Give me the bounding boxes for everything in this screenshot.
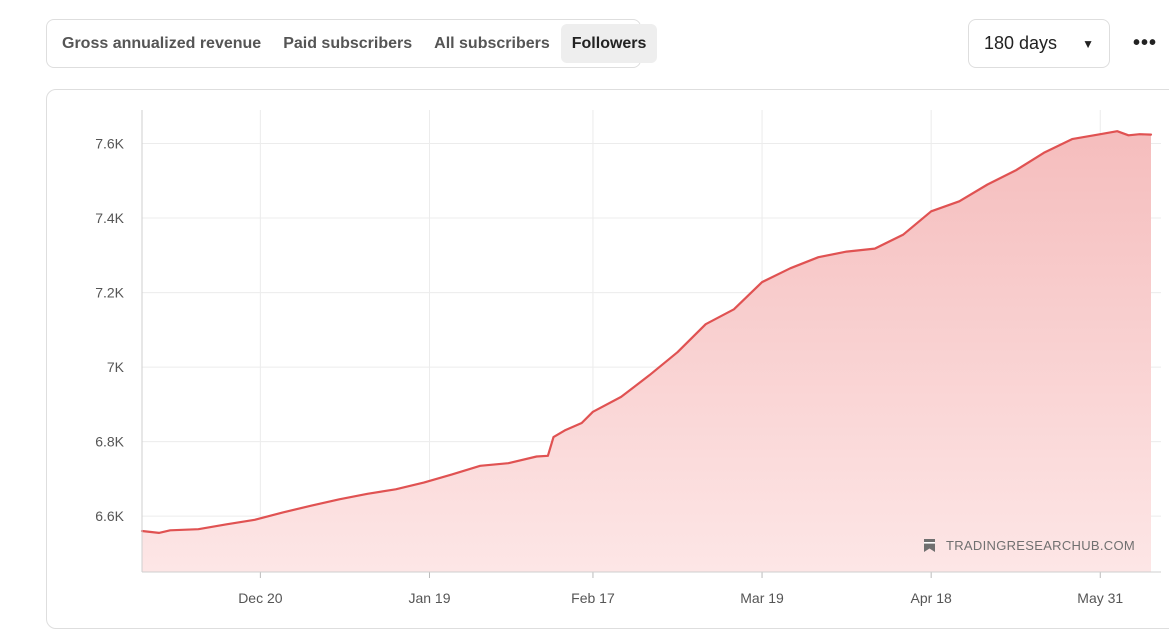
y-tick-label: 7K: [107, 359, 125, 375]
tab-all-subscribers[interactable]: All subscribers: [434, 34, 550, 52]
y-tick-label: 7.4K: [95, 210, 124, 226]
tab-paid-subscribers[interactable]: Paid subscribers: [283, 34, 413, 52]
x-tick-label: May 31: [1077, 590, 1123, 606]
tab-gross-annualized-revenue[interactable]: Gross annualized revenue: [62, 34, 262, 52]
x-tick-label: Dec 20: [238, 590, 283, 606]
x-tick-label: Mar 19: [740, 590, 784, 606]
chevron-down-icon: ▼: [1082, 36, 1094, 51]
bookmark-icon: [924, 539, 935, 552]
series-area: [142, 131, 1151, 572]
watermark: TRADINGRESEARCHUB.COM: [924, 538, 1135, 553]
followers-chart: 6.6K 6.8K 7K 7.2K 7.4K 7.6K Dec 20 Jan 19 Feb 17…: [95, 110, 1161, 606]
y-tick-label: 6.8K: [95, 434, 124, 450]
metric-tabs: Gross annualized revenue Paid subscribers…: [46, 19, 658, 68]
y-tick-label: 7.6K: [95, 136, 124, 152]
more-options-icon[interactable]: •••: [1132, 31, 1157, 54]
x-tick-label: Apr 18: [911, 590, 952, 606]
watermark-text: TRADINGRESEARCHUB.COM: [946, 538, 1136, 553]
chart-card: 6.6K 6.8K 7K 7.2K 7.4K 7.6K Dec 20 Jan 19 Feb 17…: [46, 89, 1169, 629]
y-tick-label: 7.2K: [95, 285, 124, 301]
x-tick-label: Jan 19: [408, 590, 450, 606]
range-label: 180 days: [984, 33, 1058, 53]
x-tick-label: Feb 17: [571, 590, 615, 606]
series-line: [140, 130, 1153, 534]
range-dropdown[interactable]: 180 days ▼: [968, 19, 1110, 68]
tab-followers[interactable]: Followers: [560, 24, 658, 63]
y-tick-label: 6.6K: [95, 508, 124, 524]
